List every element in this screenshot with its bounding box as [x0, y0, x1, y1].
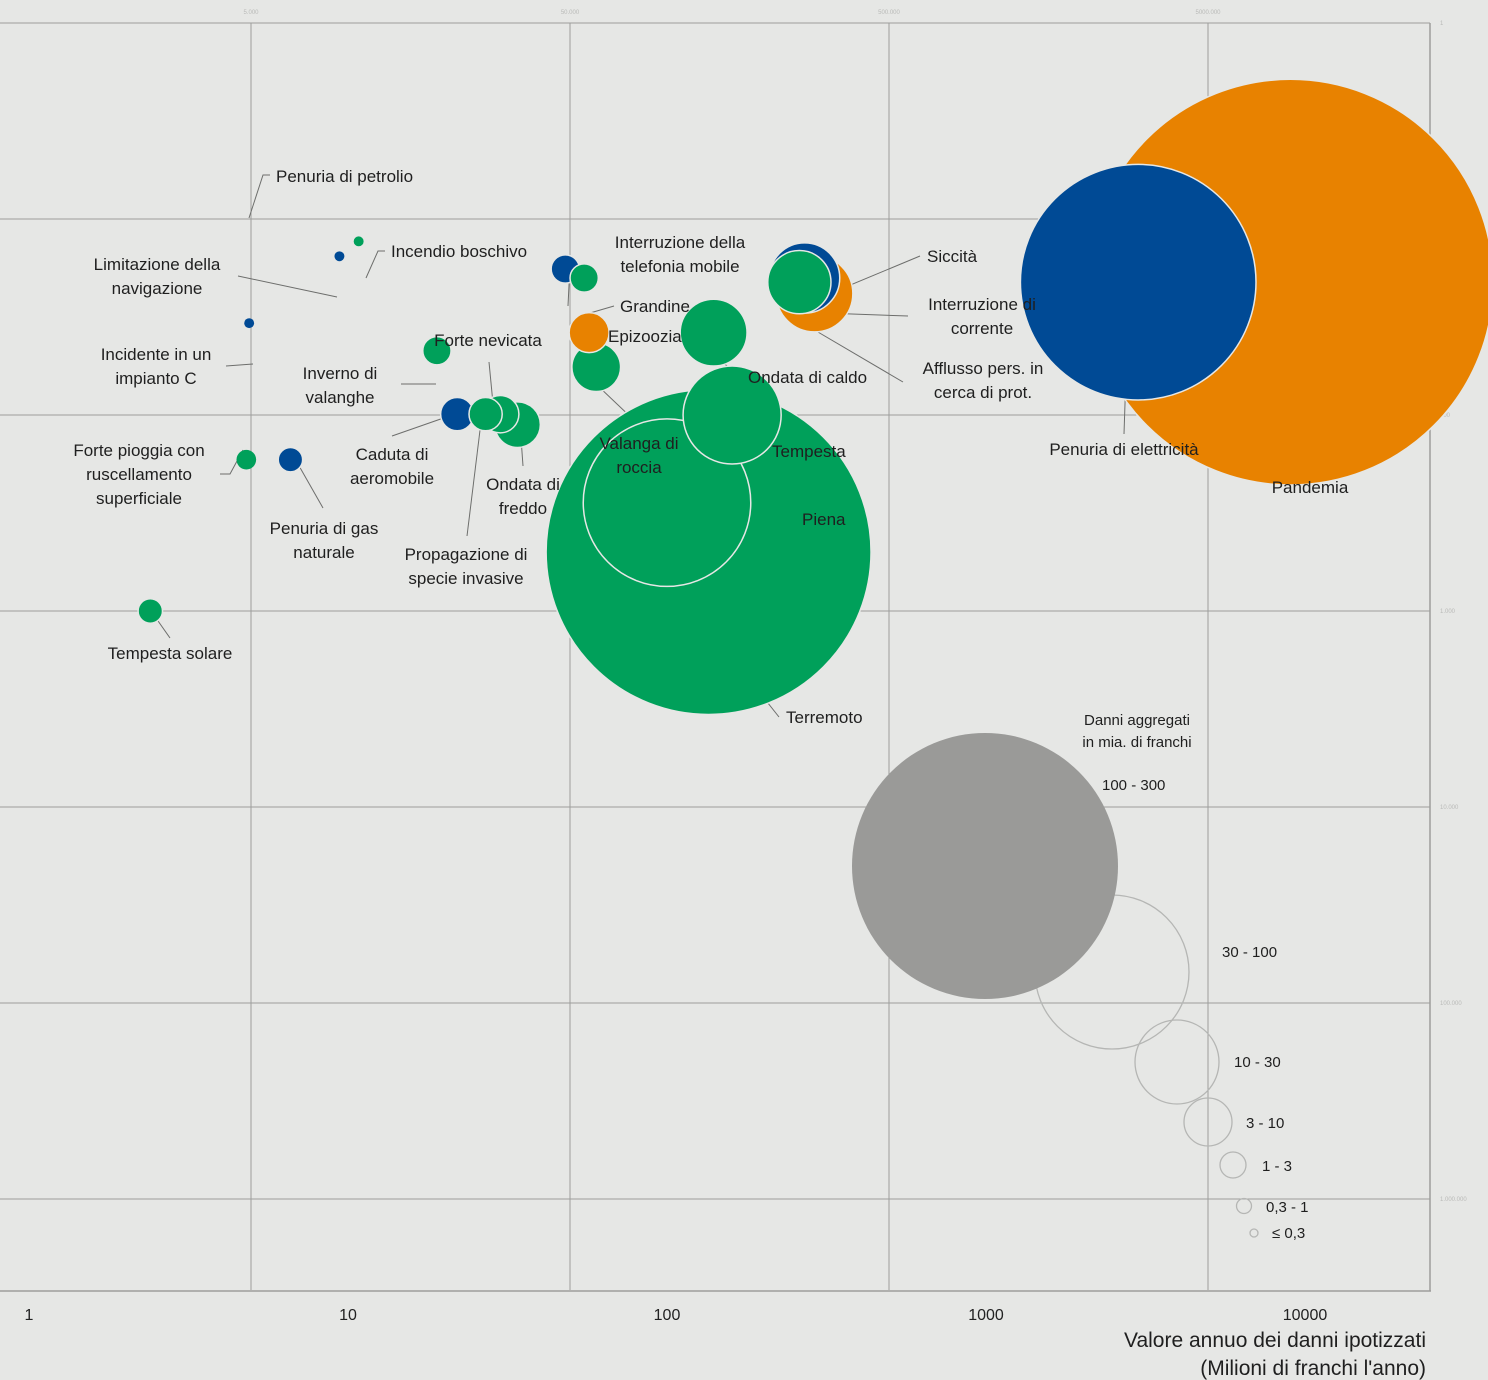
label-siccita: Siccità — [927, 247, 978, 266]
legend-circle-3 — [1183, 1097, 1233, 1147]
bubble-piena — [582, 418, 752, 588]
label-inverno-di-valanghe: Inverno di valanghe — [303, 364, 378, 407]
x-tick-label: 1000 — [968, 1307, 1004, 1324]
faint-top-tick: 5.000 — [243, 10, 259, 16]
leader-penuria-di-petrolio — [248, 174, 270, 219]
legend-circle-5 — [1235, 1197, 1253, 1215]
legend-title-line1: Danni aggregati — [1084, 712, 1190, 729]
label-afflusso-pers-in-cerca-di-prot: Afflusso pers. in cerca di prot. — [923, 359, 1044, 402]
legend-class-label: 1 - 3 — [1262, 1158, 1292, 1175]
x-tick-label: 10 — [339, 1307, 357, 1324]
bubble-incendio-boschivo — [353, 236, 364, 247]
label-piena: Piena — [802, 510, 846, 529]
label-incendio-boschivo: Incendio boschivo — [391, 242, 527, 261]
legend-circle-0 — [852, 733, 1118, 999]
faint-right-tick: 10.000 — [1440, 805, 1459, 811]
label-grandine: Grandine — [620, 297, 690, 316]
bubble-tempesta-solare — [137, 598, 164, 624]
bubbles — [137, 78, 1488, 716]
leader-grandine — [589, 305, 615, 314]
label-penuria-di-gas-naturale: Penuria di gas naturale — [270, 519, 379, 562]
label-terremoto: Terremoto — [786, 708, 863, 727]
legend-class-label: 3 - 10 — [1246, 1115, 1284, 1132]
leader-incidente-in-un-impianto-c — [225, 363, 254, 367]
x-tick-label: 100 — [654, 1307, 681, 1324]
legend: Danni aggregati in mia. di franchi 100 - 3… — [852, 712, 1309, 1242]
label-caduta-di-aeromobile: Caduta di aeromobile — [350, 445, 434, 488]
legend-title-line2: in mia. di franchi — [1082, 734, 1191, 751]
leader-limitazione-della-navigazione — [237, 275, 338, 298]
label-limitazione-della-navigazione: Limitazione della navigazione — [94, 255, 221, 298]
faint-right-tick: 1.000 — [1440, 609, 1456, 615]
label-epizoozia: Epizoozia — [608, 327, 682, 346]
label-ondata-di-caldo: Ondata di caldo — [748, 368, 867, 387]
bubble-incidente-in-un-impianto-c — [244, 318, 255, 329]
legend-circle-2 — [1134, 1019, 1220, 1105]
leader-incendio-boschivo — [365, 250, 385, 279]
label-valanga-di-roccia: Valanga di roccia — [599, 434, 678, 477]
faint-right-tick: 1.000.000 — [1440, 1197, 1467, 1203]
bubble-labels: Penuria di petrolio Limitazione della navi… — [73, 167, 1349, 727]
label-incidente-in-un-impianto-c: Incidente in un impianto C — [101, 345, 212, 388]
bubble-grandine — [569, 263, 600, 293]
legend-class-label: 0,3 - 1 — [1266, 1199, 1309, 1216]
legend-class-label: ≤ 0,3 — [1272, 1225, 1305, 1242]
bubble-interruzione-di-corrente — [767, 249, 832, 315]
label-ondata-di-freddo: Ondata di freddo — [486, 475, 560, 518]
x-axis-title-line1: Valore annuo dei danni ipotizzati — [1124, 1329, 1426, 1352]
faint-top-tick: 50.000 — [561, 10, 580, 16]
label-tempesta-solare: Tempesta solare — [108, 644, 233, 663]
label-penuria-di-elettricita: Penuria di elettricità — [1049, 440, 1199, 459]
label-pandemia: Pandemia — [1272, 478, 1349, 497]
label-tempesta: Tempesta — [772, 442, 846, 461]
label-penuria-di-petrolio: Penuria di petrolio — [276, 167, 413, 186]
label-interruzione-di-corrente: Interruzione di corrente — [928, 295, 1036, 338]
x-axis-title-line2: (Milioni di franchi l'anno) — [1200, 1357, 1426, 1380]
x-tick-label: 1 — [25, 1307, 34, 1324]
x-axis-ticks: 1 10 100 1000 10000 — [25, 1307, 1328, 1324]
legend-circle-6 — [1249, 1228, 1259, 1238]
bubble-forte-nevicata — [468, 396, 503, 432]
legend-circle-4 — [1219, 1151, 1247, 1179]
faint-top-tick: 500.000 — [878, 10, 900, 16]
faint-right-tick: 100 — [1440, 413, 1451, 419]
bubble-penuria-di-gas-naturale — [277, 446, 304, 473]
label-forte-nevicata: Forte nevicata — [434, 331, 542, 350]
leader-afflusso-pers-in-cerca-di-prot — [805, 324, 904, 383]
bubble-inverno-di-valanghe — [422, 335, 452, 366]
bubble-limitazione-della-navigazione — [334, 251, 345, 262]
legend-class-label: 10 - 30 — [1234, 1054, 1281, 1071]
faint-right-tick: 1 — [1440, 21, 1444, 27]
bubble-forte-pioggia-con-ruscellamento-superficiale — [236, 449, 257, 470]
bubble-penuria-di-elettricita — [1019, 163, 1257, 401]
bubble-epizoozia — [568, 311, 610, 354]
label-forte-pioggia-con-ruscellamento-superficiale: Forte pioggia con ruscellamento superficia… — [73, 441, 204, 508]
bubble-tempesta — [682, 365, 782, 465]
leader-propagazione-di-specie-invasive — [466, 413, 483, 537]
x-tick-label: 10000 — [1283, 1307, 1328, 1324]
legend-class-label: 30 - 100 — [1222, 944, 1277, 961]
label-propagazione-di-specie-invasive: Propagazione di specie invasive — [405, 545, 528, 588]
bubble-ondata-di-caldo — [679, 298, 748, 367]
legend-class-label: 100 - 300 — [1102, 777, 1165, 794]
faint-right-tick: 100.000 — [1440, 1001, 1462, 1007]
label-interruzione-della-telefonia-mobile: Interruzione della telefonia mobile — [615, 233, 746, 276]
faint-top-tick: 5000.000 — [1195, 10, 1221, 16]
